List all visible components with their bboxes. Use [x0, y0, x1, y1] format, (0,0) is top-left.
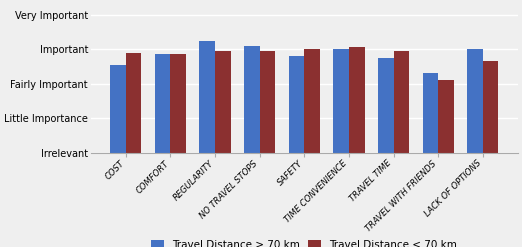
Bar — [467, 49, 483, 153]
Bar — [215, 51, 231, 153]
Bar — [423, 73, 438, 153]
Bar — [289, 56, 304, 153]
Bar — [349, 47, 364, 153]
Bar — [378, 58, 394, 153]
Bar — [171, 54, 186, 153]
Bar — [334, 49, 349, 153]
Bar — [483, 61, 499, 153]
Bar — [394, 51, 409, 153]
Legend: Travel Distance > 70 km, Travel Distance < 70 km: Travel Distance > 70 km, Travel Distance… — [147, 236, 461, 247]
Bar — [438, 80, 454, 153]
Bar — [199, 41, 215, 153]
Bar — [260, 51, 275, 153]
Bar — [110, 65, 126, 153]
Bar — [155, 54, 171, 153]
Bar — [244, 46, 260, 153]
Bar — [304, 49, 320, 153]
Bar — [126, 53, 141, 153]
